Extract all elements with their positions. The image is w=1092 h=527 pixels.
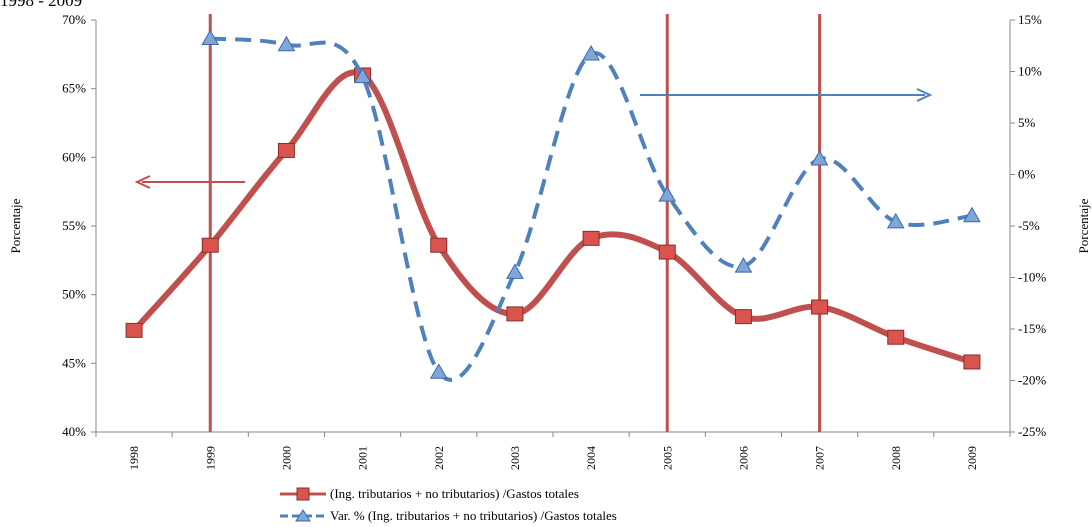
x-tick-label: 2004 [584,446,598,470]
arrow-left-head [134,175,151,189]
x-tick-label: 1998 [127,446,141,470]
data-point-var [277,35,296,52]
y-tick-label-right: -5% [1018,218,1040,233]
data-point-var [201,29,220,46]
chart-title-fragment: 1998 - 2009 [0,0,83,10]
x-tick-label: 2000 [279,446,293,470]
legend-swatch-series-2 [280,509,326,522]
x-tick-label: 2006 [736,446,750,470]
y-tick-label-left: 50% [62,287,86,302]
x-tick-label: 2008 [889,446,903,470]
data-point-var [886,212,905,229]
x-tick-label: 2007 [813,446,827,470]
data-point-var [658,186,677,202]
series-line-var [210,36,973,382]
y-tick-label-right: -25% [1018,424,1046,439]
x-tick-label: 2005 [660,446,674,470]
y-tick-label-right: 10% [1018,64,1042,79]
data-point-var [506,263,524,279]
chart-plot: 40% 45% 50% 55% 60% 65% 70% -25% -20% -15% -10% -5%… [8,12,1091,470]
legend-label-series-1: (Ing. tributarios + no tributarios) /Gas… [330,486,579,501]
data-point-ratio [506,306,524,322]
legend-swatch-series-1 [280,487,326,501]
y-tick-label-left: 65% [62,81,86,96]
y-tick-label-left: 60% [62,149,86,164]
data-point-var [582,44,600,61]
y-tick-label-right: 5% [1018,115,1036,130]
y-tick-label-left: 70% [62,12,86,27]
y-tick-label-right: -10% [1018,270,1046,285]
legend-label-series-2: Var. % (Ing. tributarios + no tributario… [330,508,617,523]
data-point-var [734,257,753,273]
y-axis-label-right: Porcentaje [1076,198,1091,253]
x-tick-label: 1999 [203,446,217,470]
data-point-ratio [658,244,676,260]
arrow-right-head [916,88,933,102]
y-tick-label-right: -20% [1018,373,1046,388]
data-point-var [429,363,448,379]
x-tick-label: 2009 [965,446,979,470]
data-point-ratio [887,329,905,345]
data-point-ratio [582,230,600,246]
data-point-ratio [430,237,448,253]
chart-legend: (Ing. tributarios + no tributarios) /Gas… [278,483,617,527]
y-tick-label-right: 0% [1018,167,1036,182]
x-tick-label: 2003 [508,446,522,470]
data-point-var [353,67,372,84]
legend-item-series-1: (Ing. tributarios + no tributarios) /Gas… [278,483,617,505]
series-line-ratio [131,69,975,365]
x-tick-label: 2001 [356,446,370,470]
x-tick-label: 2002 [432,446,446,470]
legend-item-series-2: Var. % (Ing. tributarios + no tributario… [278,505,617,527]
data-point-ratio [811,299,829,315]
data-point-ratio [125,322,143,338]
data-point-ratio [277,142,295,158]
y-axis-label-left: Porcentaje [8,198,23,253]
data-point-ratio [201,237,219,253]
y-tick-label-right: 15% [1018,12,1042,27]
y-tick-label-left: 45% [62,355,86,370]
data-point-ratio [734,309,752,325]
y-tick-label-left: 55% [62,218,86,233]
y-tick-label-left: 40% [62,424,86,439]
data-point-ratio [963,354,981,370]
y-tick-label-right: -15% [1018,321,1046,336]
data-point-var [810,150,829,166]
data-point-var [963,206,981,223]
